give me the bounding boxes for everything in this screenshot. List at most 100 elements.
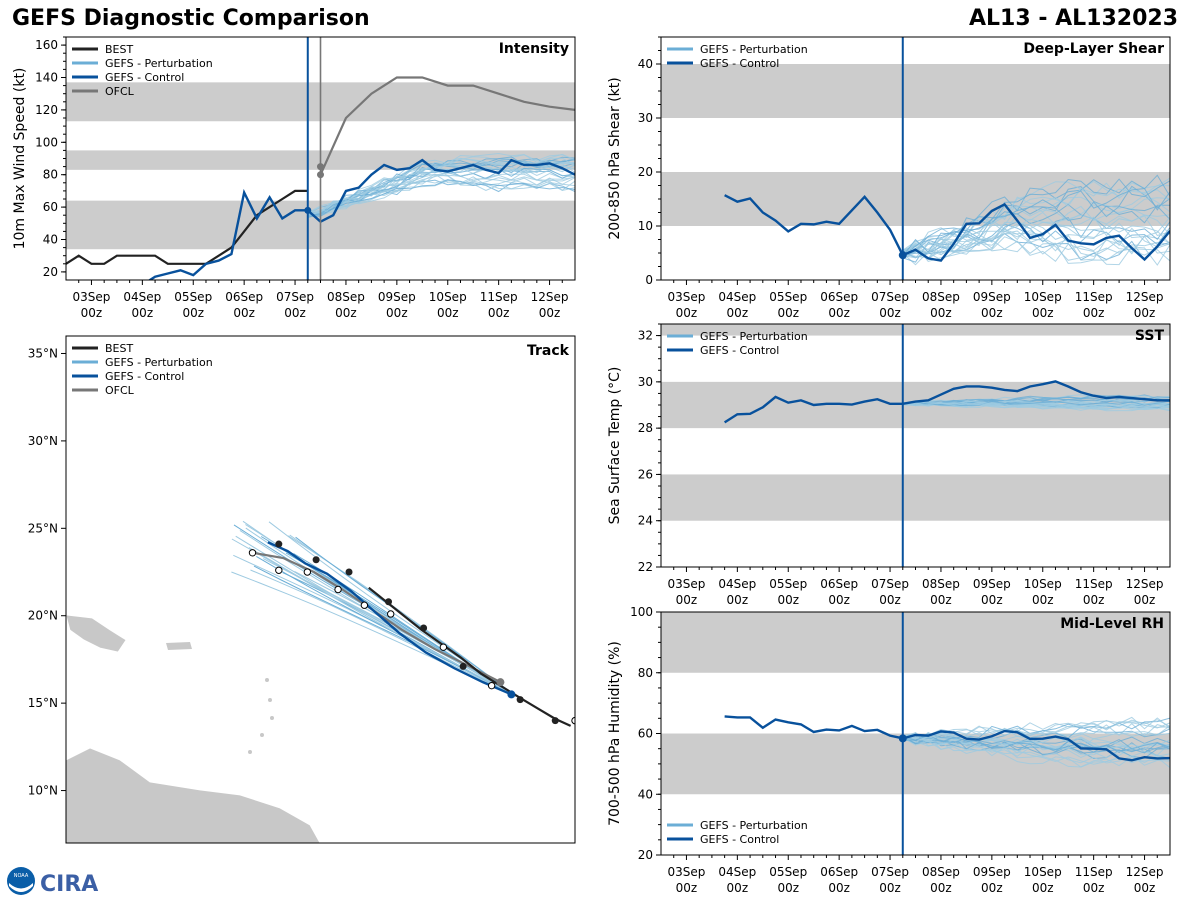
sst-frame [660,323,1171,568]
sst-band [661,474,1170,521]
intensity-legend-label: GEFS - Control [105,71,184,84]
sst-perturbation-line [902,400,1170,407]
shear-init-point [898,251,907,260]
sst-panel: 22 24 26 28 30 32 03Sep 00z 04Sep 00z 05Sep 00z 06Se… [607,323,1171,607]
intensity-legend-label: OFCL [105,85,135,98]
track-lat-label: 20°N [28,609,58,623]
shear-perturbation-line [902,201,1170,258]
rh-y-tick-label: 100 [630,605,653,619]
shear-x-tick-sublabel: 00z [777,306,799,320]
track-perturbation-line [253,565,517,697]
intensity-x-tick-label: 11Sep [480,290,518,304]
intensity-x-tick-label: 06Sep [225,290,263,304]
sst-band [661,324,1170,336]
page-title: GEFS Diagnostic Comparison [12,6,370,31]
shear-x-tick-sublabel: 00z [676,306,698,320]
sst-perturbation-line [902,402,1170,410]
intensity-x-tick-label: 05Sep [174,290,212,304]
rh-x-tick-sublabel: 00z [879,881,901,895]
shear-panel: 0 10 20 30 40 03Sep 00z 04Sep 00z 05Sep 00z 06Sep 00… [607,36,1171,320]
shear-x-tick-label: 05Sep [769,290,807,304]
rh-band [661,612,1170,673]
lesser-antilles-island [268,698,272,702]
intensity-y-tick-label: 80 [43,168,58,182]
lesser-antilles-island [248,750,252,754]
rh-x-tick-label: 10Sep [1024,865,1062,879]
intensity-ofcl-point [317,163,324,171]
intensity-legend-label: GEFS - Perturbation [105,57,213,70]
intensity-control-line [147,158,575,280]
lesser-antilles-island [265,678,269,682]
rh-x-tick-sublabel: 00z [1032,881,1054,895]
track-perturbation-line [235,535,517,697]
rh-x-tick-label: 07Sep [871,865,909,879]
rh-x-tick-label: 04Sep [718,865,756,879]
intensity-x-tick-sublabel: 00z [488,306,510,320]
rh-x-tick-label: 03Sep [668,865,706,879]
shear-perturbation-line [902,238,1170,264]
rh-perturbation-line [902,736,1170,768]
intensity-x-tick-sublabel: 00z [284,306,306,320]
shear-x-tick-label: 09Sep [973,290,1011,304]
sst-x-tick-label: 05Sep [769,577,807,591]
sst-x-tick-label: 08Sep [922,577,960,591]
sst-y-axis-label: Sea Surface Temp (°C) [607,367,623,525]
rh-y-tick-label: 80 [638,666,653,680]
intensity-y-tick-label: 160 [35,38,58,52]
puerto-rico-land [166,642,192,650]
sst-panel-label: SST [1135,328,1165,344]
shear-y-tick-label: 30 [638,111,653,125]
track-open-marker [334,585,342,594]
rh-perturbation-line [902,736,1170,754]
noaa-wave-shape [9,883,33,892]
intensity-x-tick-label: 04Sep [123,290,161,304]
intensity-perturbation-line [307,179,575,217]
sst-x-tick-label: 03Sep [668,577,706,591]
shear-x-tick-sublabel: 00z [930,306,952,320]
rh-panel: 20 40 60 80 100 03Sep 00z 04Sep 00z 05Sep 00z 06Sep… [607,605,1171,895]
rh-x-tick-sublabel: 00z [676,881,698,895]
sst-x-tick-sublabel: 00z [930,593,952,607]
intensity-best-line [66,189,308,265]
sst-x-tick-sublabel: 00z [727,593,749,607]
track-open-marker [360,601,369,609]
sst-x-tick-sublabel: 00z [676,593,698,607]
track-best-marker [312,556,320,564]
intensity-x-tick-label: 07Sep [276,290,314,304]
hispaniola-land [66,614,127,653]
track-best-marker [385,598,393,606]
intensity-x-tick-sublabel: 00z [437,306,459,320]
shear-x-tick-label: 11Sep [1075,290,1113,304]
track-lat-label: 10°N [28,784,58,798]
intensity-x-tick-label: 10Sep [429,290,467,304]
track-ofcl-start-marker [496,678,505,687]
track-best-marker [345,568,353,576]
rh-x-tick-sublabel: 00z [1083,881,1105,895]
shear-x-tick-label: 12Sep [1126,290,1164,304]
shear-y-tick-label: 20 [638,165,653,179]
shear-perturbation-line [902,187,1170,257]
intensity-y-tick-label: 100 [35,135,58,149]
shear-y-axis-label: 200-850 hPa Shear (kt) [607,77,623,239]
track-control-line [267,541,512,696]
track-legend-label: GEFS - Control [105,370,184,383]
shear-panel-label: Deep-Layer Shear [1023,41,1164,57]
sst-perturbation-line [902,402,1170,408]
rh-x-tick-sublabel: 00z [1134,881,1156,895]
sst-y-tick-label: 26 [638,467,653,481]
shear-x-tick-sublabel: 00z [727,306,749,320]
rh-x-tick-sublabel: 00z [981,881,1003,895]
shear-x-tick-label: 07Sep [871,290,909,304]
intensity-panel-label: Intensity [499,41,569,57]
lesser-antilles-island [260,733,264,737]
shear-x-tick-sublabel: 00z [1083,306,1105,320]
sst-x-tick-sublabel: 00z [1134,593,1156,607]
rh-perturbation-line [902,717,1170,741]
intensity-perturbation-line [307,174,575,217]
sst-control-line [723,380,1170,424]
track-open-marker [248,549,257,557]
sst-y-tick-label: 30 [638,375,653,389]
sst-x-tick-label: 12Sep [1126,577,1164,591]
